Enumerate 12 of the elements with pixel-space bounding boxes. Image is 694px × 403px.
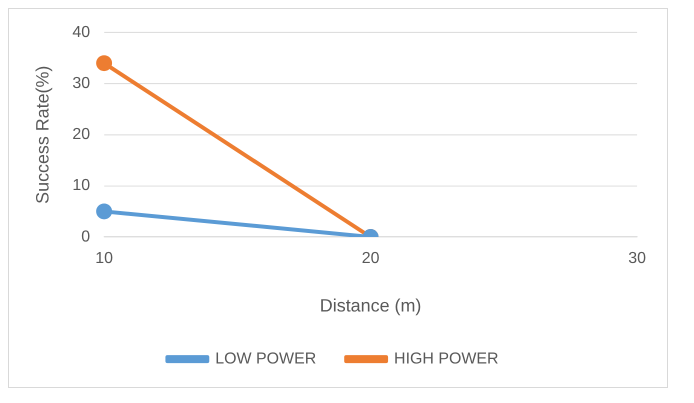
y-tick-label: 0 [81,228,90,246]
legend-label: LOW POWER [215,350,316,368]
x-tick-label: 30 [628,250,646,267]
x-tick-label: 20 [362,250,380,267]
y-tick-label: 10 [72,177,90,194]
y-axis-title: Success Rate(%) [32,66,53,204]
legend-label: HIGH POWER [394,350,499,368]
y-tick-label: 20 [72,126,90,144]
y-tick-label: 30 [72,75,90,92]
x-axis-title: Distance (m) [320,296,422,316]
x-tick-label: 10 [95,250,114,267]
y-tick-label: 40 [72,24,90,41]
